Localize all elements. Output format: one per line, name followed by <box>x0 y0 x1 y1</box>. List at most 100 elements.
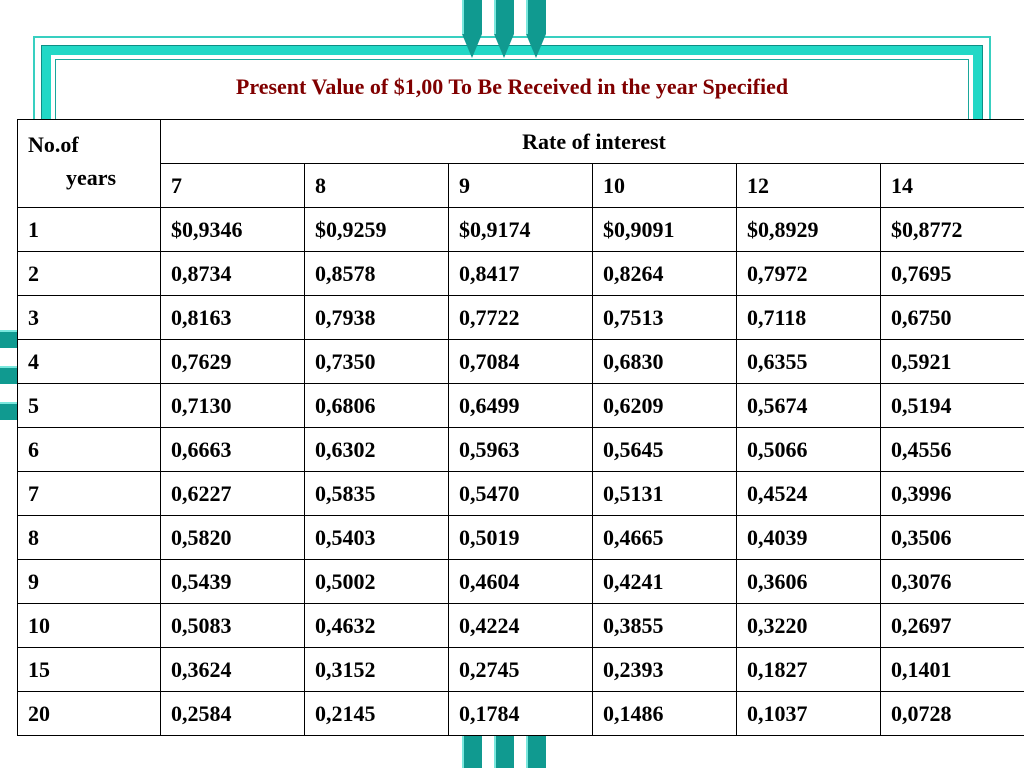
value-cell: 0,6663 <box>160 427 305 472</box>
value-cell: 0,6830 <box>592 339 737 384</box>
value-cell: $0,8929 <box>736 207 881 252</box>
value-cell: 0,4632 <box>304 603 449 648</box>
value-cell: 0,5131 <box>592 471 737 516</box>
value-cell: 0,6209 <box>592 383 737 428</box>
value-cell: 0,3152 <box>304 647 449 692</box>
table-row: 7 0,6227 0,5835 0,5470 0,5131 0,4524 0,3996 <box>17 471 1024 516</box>
value-cell: $0,8772 <box>879 207 1024 252</box>
value-cell: 0,5083 <box>160 603 305 648</box>
value-cell: 0,5002 <box>304 559 449 604</box>
value-cell: 0,5835 <box>304 471 449 516</box>
value-cell: 0,3076 <box>879 559 1024 604</box>
value-cell: 0,7972 <box>736 251 881 296</box>
rate-header-cell: 9 <box>448 163 593 208</box>
years-header-cell: No.of years <box>17 119 161 208</box>
value-cell: 0,3220 <box>736 603 881 648</box>
rate-header-cell: 8 <box>304 163 449 208</box>
value-cell: 0,6806 <box>304 383 449 428</box>
value-cell: 0,8734 <box>160 251 305 296</box>
pennant-decoration <box>526 0 546 58</box>
value-cell: 0,5066 <box>736 427 881 472</box>
value-cell: 0,1827 <box>736 647 881 692</box>
value-cell: 0,4556 <box>879 427 1024 472</box>
value-cell: 0,7350 <box>304 339 449 384</box>
value-cell: 0,4665 <box>592 515 737 560</box>
value-cell: 0,5439 <box>160 559 305 604</box>
value-cell: 0,1486 <box>592 691 737 736</box>
value-cell: 0,7130 <box>160 383 305 428</box>
value-cell: 0,7084 <box>448 339 593 384</box>
value-cell: 0,5820 <box>160 515 305 560</box>
header-row: No.of years Rate of interest <box>17 119 1024 208</box>
value-cell: 0,2745 <box>448 647 593 692</box>
value-cell: 0,4241 <box>592 559 737 604</box>
value-cell: $0,9259 <box>304 207 449 252</box>
value-cell: 0,4224 <box>448 603 593 648</box>
value-cell: 0,5921 <box>879 339 1024 384</box>
value-cell: 0,3855 <box>592 603 737 648</box>
year-cell: 7 <box>17 471 161 516</box>
value-cell: 0,2393 <box>592 647 737 692</box>
year-cell: 10 <box>17 603 161 648</box>
value-cell: 0,2697 <box>879 603 1024 648</box>
value-cell: 0,7118 <box>736 295 881 340</box>
value-cell: 0,6499 <box>448 383 593 428</box>
rate-header-cell: 14 <box>879 163 1024 208</box>
year-cell: 4 <box>17 339 161 384</box>
rate-header-cell: 12 <box>736 163 881 208</box>
value-cell: 0,8417 <box>448 251 593 296</box>
value-cell: 0,2584 <box>160 691 305 736</box>
value-cell: 0,2145 <box>304 691 449 736</box>
value-cell: 0,3624 <box>160 647 305 692</box>
year-cell: 5 <box>17 383 161 428</box>
value-cell: 0,1784 <box>448 691 593 736</box>
year-cell: 6 <box>17 427 161 472</box>
value-cell: 0,8264 <box>592 251 737 296</box>
table-row: 20 0,2584 0,2145 0,1784 0,1486 0,1037 0,0728 <box>17 691 1024 736</box>
value-cell: 0,1037 <box>736 691 881 736</box>
year-cell: 3 <box>17 295 161 340</box>
year-cell: 9 <box>17 559 161 604</box>
rates-row: 7 8 9 10 12 14 <box>18 163 1024 208</box>
value-cell: 0,3606 <box>736 559 881 604</box>
pennant-decoration <box>462 0 482 58</box>
value-cell: 0,6302 <box>304 427 449 472</box>
value-cell: 0,6355 <box>736 339 881 384</box>
value-cell: 0,7722 <box>448 295 593 340</box>
year-cell: 20 <box>17 691 161 736</box>
year-cell: 2 <box>17 251 161 296</box>
table-row: 1 $0,9346 $0,9259 $0,9174 $0,9091 $0,8929 $0,8… <box>17 207 1024 252</box>
value-cell: 0,4524 <box>736 471 881 516</box>
value-cell: $0,9091 <box>592 207 737 252</box>
year-cell: 8 <box>17 515 161 560</box>
rate-header-cell: 7 <box>160 163 305 208</box>
rate-of-interest-header: Rate of interest <box>159 119 1024 164</box>
years-header-line1: No.of <box>28 132 79 157</box>
year-cell: 1 <box>17 207 161 252</box>
value-cell: 0,8578 <box>304 251 449 296</box>
table-row: 10 0,5083 0,4632 0,4224 0,3855 0,3220 0,2697 <box>17 603 1024 648</box>
year-cell: 15 <box>17 647 161 692</box>
value-cell: 0,5194 <box>879 383 1024 428</box>
value-cell: 0,3996 <box>879 471 1024 516</box>
value-cell: 0,5645 <box>592 427 737 472</box>
value-cell: 0,5019 <box>448 515 593 560</box>
value-cell: 0,8163 <box>160 295 305 340</box>
slide-title: Present Value of $1,00 To Be Received in… <box>235 74 789 99</box>
value-cell: 0,0728 <box>879 691 1024 736</box>
value-cell: $0,9174 <box>448 207 593 252</box>
table-row: 6 0,6663 0,6302 0,5963 0,5645 0,5066 0,4556 <box>17 427 1024 472</box>
table-row: 4 0,7629 0,7350 0,7084 0,6830 0,6355 0,5921 <box>17 339 1024 384</box>
years-header-line2: years <box>66 165 117 190</box>
value-cell: 0,1401 <box>879 647 1024 692</box>
value-cell: 0,5963 <box>448 427 593 472</box>
value-cell: 0,6227 <box>160 471 305 516</box>
value-cell: 0,7513 <box>592 295 737 340</box>
value-cell: 0,4604 <box>448 559 593 604</box>
value-cell: 0,5403 <box>304 515 449 560</box>
value-cell: $0,9346 <box>160 207 305 252</box>
value-cell: 0,3506 <box>879 515 1024 560</box>
value-cell: 0,7938 <box>304 295 449 340</box>
rate-header-cell: 10 <box>592 163 737 208</box>
value-cell: 0,6750 <box>879 295 1024 340</box>
